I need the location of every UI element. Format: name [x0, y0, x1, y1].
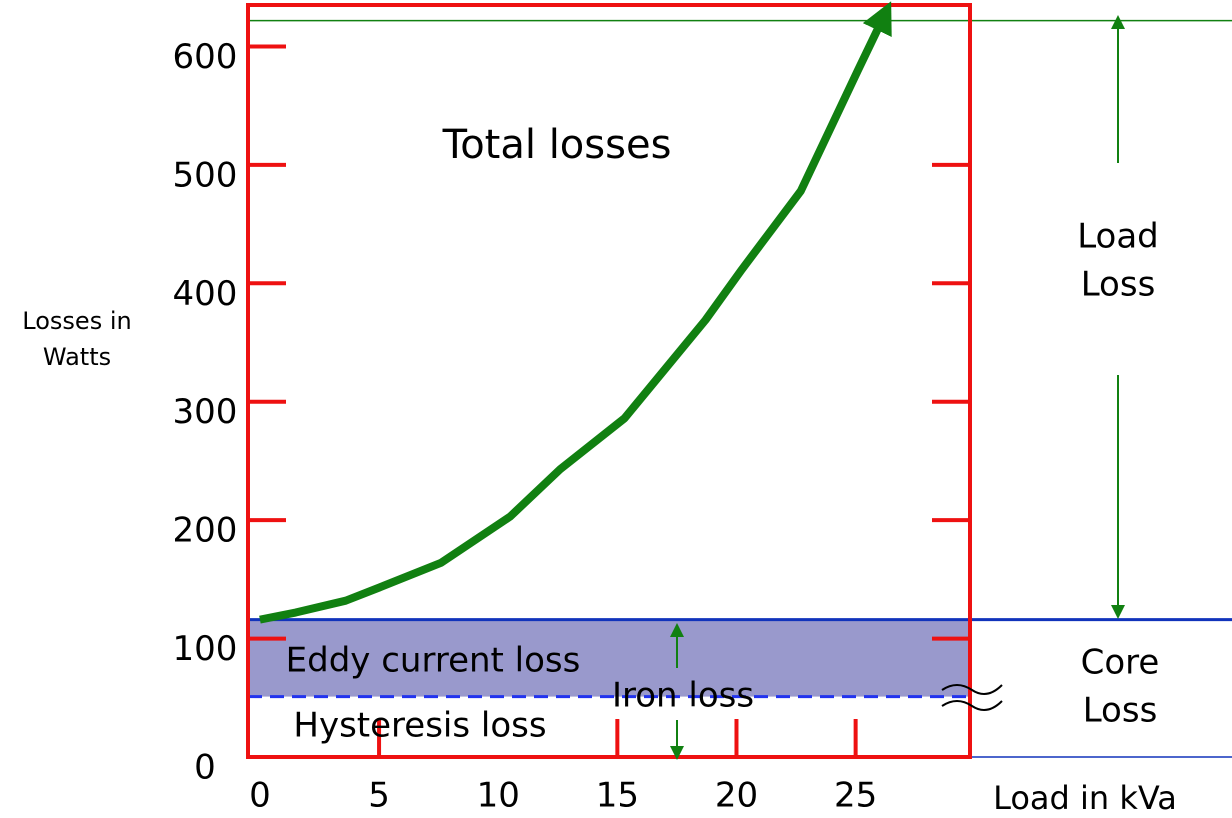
- annotation: Total losses: [442, 122, 672, 168]
- y-tick-label: 600: [173, 37, 238, 77]
- x-tick-label: 0: [249, 776, 271, 816]
- frame: [246, 3, 972, 759]
- annotation: Eddy current loss: [286, 641, 581, 681]
- x-axis-label: Load in kVa: [993, 779, 1177, 817]
- y-tick-label: 100: [173, 629, 238, 669]
- x-tick-label: 20: [715, 776, 758, 816]
- y-tick-label: 500: [173, 155, 238, 195]
- annotation: Load: [1077, 217, 1159, 257]
- annotation: Loss: [1083, 691, 1158, 731]
- y-tick-label: 0: [194, 748, 216, 788]
- y-tick-label: 300: [173, 392, 238, 432]
- x-tick-label: 10: [477, 776, 520, 816]
- y-axis-label: Losses in: [22, 307, 131, 335]
- y-axis-label: Watts: [43, 343, 111, 371]
- eddy-current-band: [248, 619, 970, 697]
- y-tick-label: 400: [173, 274, 238, 314]
- x-tick-label: 5: [368, 776, 390, 816]
- plot: 0 100 200 300 400 500 600 0 5 10 15 20 25: [173, 1, 1232, 816]
- annotation: Loss: [1081, 265, 1156, 305]
- annotation: Iron loss: [612, 676, 754, 716]
- total-loss-curve: [259, 1, 892, 624]
- annotation: Hysteresis loss: [293, 706, 546, 746]
- x-tick-label: 15: [596, 776, 639, 816]
- y-tick-label: 200: [173, 511, 238, 551]
- x-tick-label: 25: [834, 776, 877, 816]
- break-mark: [941, 684, 1003, 711]
- annotation: Core: [1081, 643, 1160, 683]
